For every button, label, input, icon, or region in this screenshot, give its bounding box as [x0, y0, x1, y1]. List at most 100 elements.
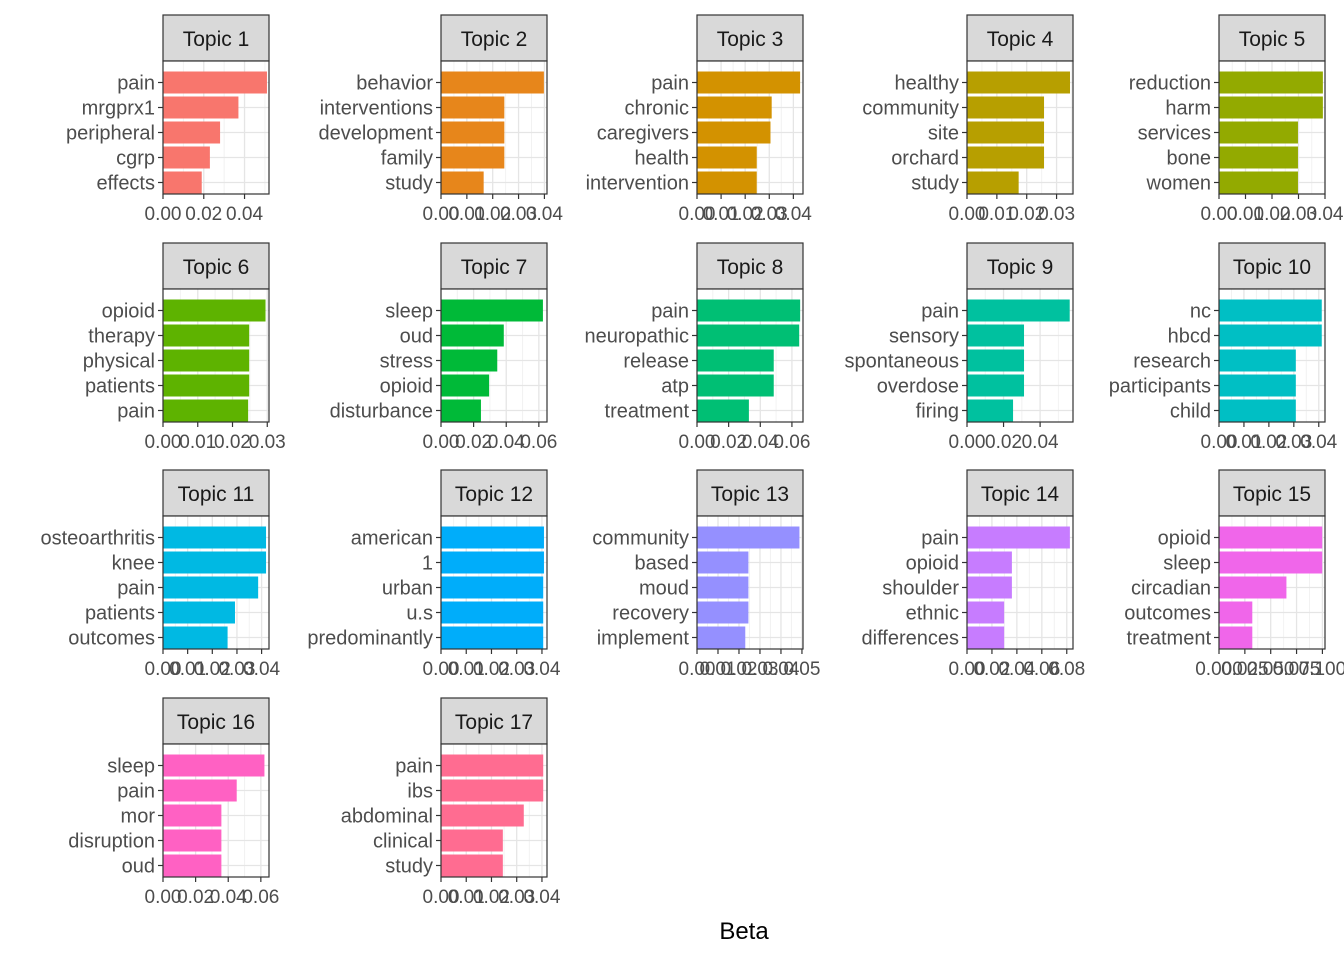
bar: [441, 854, 503, 877]
facet-panel: Topic 9 pain sensory spontaneous overdose fir…: [844, 242, 1074, 453]
facet-title: Topic 16: [177, 711, 255, 734]
bar: [163, 71, 267, 94]
bar: [697, 626, 746, 649]
bar: [697, 399, 749, 422]
bar: [441, 829, 503, 852]
facet-panel: Topic 17 pain ibs abdominal clinical study 0.0…: [341, 697, 561, 908]
bar: [697, 576, 749, 599]
bar: [441, 601, 544, 624]
x-tick-label: 0.04: [1022, 432, 1059, 453]
x-tick-label: 0.02: [473, 887, 510, 908]
category-label: cgrp: [116, 148, 155, 170]
x-tick-label: 0.100: [1299, 659, 1344, 680]
panel-border: [966, 515, 1074, 650]
bar: [967, 551, 1012, 574]
facet-panel: Topic 10 nc hbcd research participants child 0…: [1109, 242, 1338, 453]
category-label: urban: [382, 578, 433, 600]
facet-panel: Topic 5 reduction harm services bone women 0.0…: [1129, 14, 1344, 225]
facet-strip: [966, 14, 1074, 62]
bar: [441, 526, 544, 549]
bar: [163, 854, 222, 877]
category-label: predominantly: [307, 628, 433, 650]
x-tick-label: 0.050: [1247, 659, 1295, 680]
x-tick-label: 0.00: [679, 204, 716, 225]
panel-border: [696, 288, 804, 423]
x-tick-label: 0.04: [998, 659, 1035, 680]
x-tick-label: 0.06: [773, 432, 810, 453]
x-tick-label: 0.03: [218, 659, 255, 680]
panel-border: [966, 288, 1074, 423]
x-tick-label: 0.02: [727, 204, 764, 225]
category-label: effects: [96, 173, 155, 195]
panel-border: [440, 60, 548, 195]
bar: [697, 551, 749, 574]
x-tick-label: 0.01: [1225, 432, 1262, 453]
category-label: caregivers: [597, 123, 689, 145]
bar: [441, 146, 505, 169]
x-tick-label: 0.00: [949, 659, 986, 680]
bar: [697, 601, 749, 624]
panel-border: [440, 743, 548, 878]
facet-strip: [696, 469, 804, 517]
x-tick-label: 0.04: [762, 659, 799, 680]
category-label: pain: [117, 781, 155, 803]
bar: [441, 349, 498, 372]
bar: [1219, 576, 1287, 599]
x-tick-label: 0.04: [523, 659, 560, 680]
facet-strip: [440, 469, 548, 517]
bar: [441, 551, 544, 574]
bar: [967, 399, 1014, 422]
bar: [163, 146, 210, 169]
category-label: mrgprx1: [82, 98, 155, 120]
facet-title: Topic 3: [717, 28, 784, 51]
category-label: opioid: [380, 376, 433, 398]
category-label: stress: [380, 351, 433, 373]
x-tick-label: 0.01: [978, 204, 1015, 225]
category-label: american: [351, 528, 433, 550]
category-label: pain: [395, 756, 433, 778]
category-label: ibs: [407, 781, 433, 803]
x-tick-label: 0.03: [1280, 204, 1317, 225]
x-tick-label: 0.00: [145, 659, 182, 680]
x-tick-label: 0.06: [1023, 659, 1060, 680]
x-tick-label: 0.01: [448, 204, 485, 225]
bar: [1219, 349, 1296, 372]
category-label: participants: [1109, 376, 1211, 398]
facet-panel: Topic 6 opioid therapy physical patients pain…: [83, 242, 286, 453]
category-label: sleep: [1163, 553, 1211, 575]
category-label: treatment: [1127, 628, 1212, 650]
category-label: disturbance: [330, 401, 433, 423]
category-label: research: [1133, 351, 1211, 373]
bar: [697, 96, 772, 119]
x-tick-label: 0.02: [973, 659, 1010, 680]
panel-border: [162, 288, 270, 423]
x-tick-label: 0.04: [523, 887, 560, 908]
x-tick-label: 0.01: [448, 659, 485, 680]
category-label: implement: [597, 628, 690, 650]
facet-title: Topic 10: [1233, 256, 1311, 279]
bar: [1219, 601, 1253, 624]
bar: [441, 779, 544, 802]
category-label: patients: [85, 603, 155, 625]
category-label: study: [911, 173, 959, 195]
x-tick-label: 0.01: [179, 432, 216, 453]
facet-title: Topic 12: [455, 483, 533, 506]
bar: [697, 299, 801, 322]
x-tick-label: 0.02: [710, 432, 747, 453]
bar: [967, 324, 1025, 347]
bar: [967, 349, 1025, 372]
x-tick-label: 0.04: [526, 204, 563, 225]
x-tick-label: 0.04: [488, 432, 525, 453]
category-label: sleep: [385, 301, 433, 323]
facet-strip: [440, 697, 548, 745]
category-label: opioid: [906, 553, 959, 575]
bar: [967, 626, 1005, 649]
bar: [697, 121, 771, 144]
bar: [1219, 526, 1323, 549]
category-label: u.s: [406, 603, 433, 625]
category-label: firing: [916, 401, 959, 423]
facet-strip: [162, 697, 270, 745]
bar: [441, 576, 544, 599]
bar: [1219, 324, 1322, 347]
bar: [1219, 146, 1298, 169]
